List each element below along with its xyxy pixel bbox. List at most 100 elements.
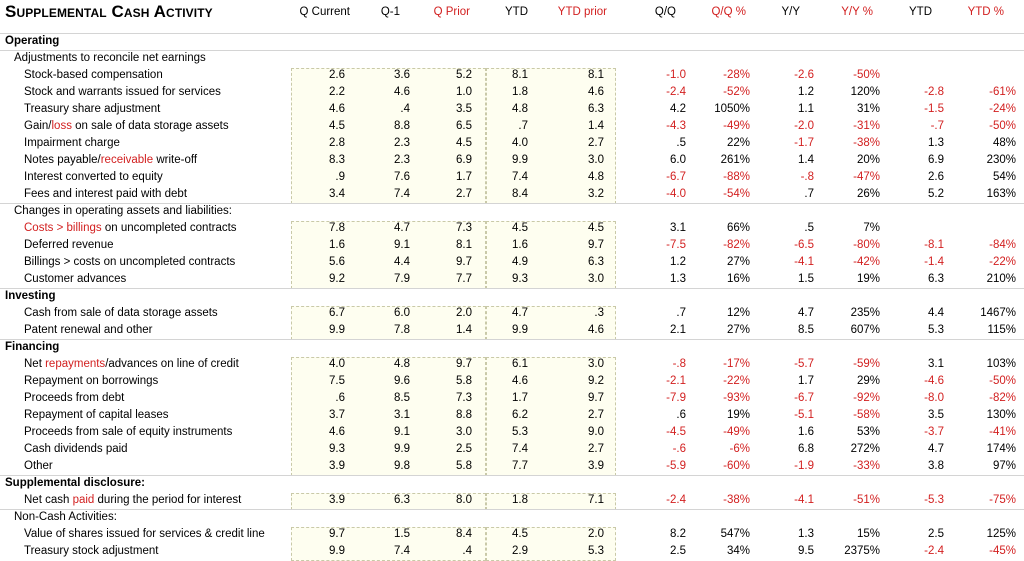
cell[interactable]: 6.1 [512,358,528,370]
cell[interactable]: 2.3 [394,137,410,149]
cell[interactable]: 2.9 [512,545,528,557]
cell[interactable]: 7.4 [394,188,410,200]
cell[interactable]: 9.1 [394,239,410,251]
cell[interactable]: 3.0 [588,273,604,285]
cell[interactable]: 4.7 [512,307,528,319]
cell[interactable]: 4.6 [329,103,345,115]
cell[interactable]: 3.0 [588,358,604,370]
cell[interactable]: 9.2 [588,375,604,387]
cell[interactable]: 7.7 [456,273,472,285]
cell[interactable]: 2.2 [329,86,345,98]
cell[interactable]: 7.4 [512,171,528,183]
cell[interactable]: 9.7 [456,256,472,268]
cell[interactable]: 1.4 [456,324,472,336]
cell[interactable]: 3.4 [329,188,345,200]
cell[interactable]: 4.6 [588,86,604,98]
cell[interactable]: 4.8 [394,358,410,370]
cell[interactable]: 3.7 [329,409,345,421]
cell[interactable]: 2.8 [329,137,345,149]
cell[interactable]: 9.9 [394,443,410,455]
cell[interactable]: 7.3 [456,222,472,234]
cell[interactable]: .9 [335,171,345,183]
cell[interactable]: 6.2 [512,409,528,421]
cell[interactable]: 1.0 [456,86,472,98]
cell[interactable]: 3.9 [329,494,345,506]
cell[interactable]: 7.8 [394,324,410,336]
cell[interactable]: 9.9 [512,154,528,166]
cell[interactable]: 1.6 [512,239,528,251]
cell[interactable]: 4.5 [512,528,528,540]
cell[interactable]: 4.5 [456,137,472,149]
cell[interactable]: 4.9 [512,256,528,268]
cell[interactable]: 2.7 [588,137,604,149]
cell[interactable]: 6.3 [588,256,604,268]
cell[interactable]: 4.5 [329,120,345,132]
cell[interactable]: 9.1 [394,426,410,438]
cell[interactable]: 7.6 [394,171,410,183]
cell[interactable]: 1.6 [329,239,345,251]
cell[interactable]: 4.8 [512,103,528,115]
cell[interactable]: 6.3 [588,103,604,115]
cell[interactable]: 2.7 [588,409,604,421]
cell[interactable]: 2.0 [456,307,472,319]
cell[interactable]: 2.0 [588,528,604,540]
cell[interactable]: 2.5 [456,443,472,455]
cell[interactable]: 7.1 [588,494,604,506]
cell[interactable]: .3 [594,307,604,319]
cell[interactable]: 4.0 [512,137,528,149]
cell[interactable]: 9.9 [512,324,528,336]
cell[interactable]: 8.1 [512,69,528,81]
cell[interactable]: 8.0 [456,494,472,506]
cell[interactable]: 1.5 [394,528,410,540]
cell[interactable]: 4.6 [329,426,345,438]
cell[interactable]: 6.3 [394,494,410,506]
cell[interactable]: 1.7 [456,171,472,183]
cell[interactable]: 4.4 [394,256,410,268]
cell[interactable]: 3.0 [588,154,604,166]
cell[interactable]: 9.8 [394,460,410,472]
cell[interactable]: .4 [462,545,472,557]
cell[interactable]: 7.3 [456,392,472,404]
cell[interactable]: 9.7 [329,528,345,540]
cell[interactable]: 9.3 [329,443,345,455]
cell[interactable]: 5.3 [512,426,528,438]
cell[interactable]: 3.0 [456,426,472,438]
cell[interactable]: 4.5 [588,222,604,234]
cell[interactable]: 9.0 [588,426,604,438]
cell[interactable]: 3.9 [588,460,604,472]
cell[interactable]: 9.7 [588,239,604,251]
cell[interactable]: 8.4 [456,528,472,540]
cell[interactable]: 8.8 [456,409,472,421]
cell[interactable]: 6.7 [329,307,345,319]
cell[interactable]: 5.6 [329,256,345,268]
cell[interactable]: 5.8 [456,375,472,387]
cell[interactable]: 1.7 [512,392,528,404]
cell[interactable]: 3.9 [329,460,345,472]
cell[interactable]: 6.9 [456,154,472,166]
cell[interactable]: 5.8 [456,460,472,472]
cell[interactable]: 4.0 [329,358,345,370]
cell[interactable]: 1.4 [588,120,604,132]
cell[interactable]: 2.7 [456,188,472,200]
cell[interactable]: 9.2 [329,273,345,285]
cell[interactable]: 8.3 [329,154,345,166]
cell[interactable]: 6.0 [394,307,410,319]
cell[interactable]: 7.7 [512,460,528,472]
cell[interactable]: 5.2 [456,69,472,81]
cell[interactable]: 9.3 [512,273,528,285]
cell[interactable]: 4.7 [394,222,410,234]
cell[interactable]: 1.8 [512,86,528,98]
cell[interactable]: 7.4 [394,545,410,557]
cell[interactable]: .7 [518,120,528,132]
cell[interactable]: 9.6 [394,375,410,387]
cell[interactable]: 9.7 [456,358,472,370]
cell[interactable]: 8.5 [394,392,410,404]
cell[interactable]: 4.6 [512,375,528,387]
cell[interactable]: 4.6 [394,86,410,98]
cell[interactable]: 8.4 [512,188,528,200]
cell[interactable]: 8.8 [394,120,410,132]
cell[interactable]: 9.9 [329,545,345,557]
cell[interactable]: 2.7 [588,443,604,455]
cell[interactable]: 4.5 [512,222,528,234]
cell[interactable]: 2.6 [329,69,345,81]
